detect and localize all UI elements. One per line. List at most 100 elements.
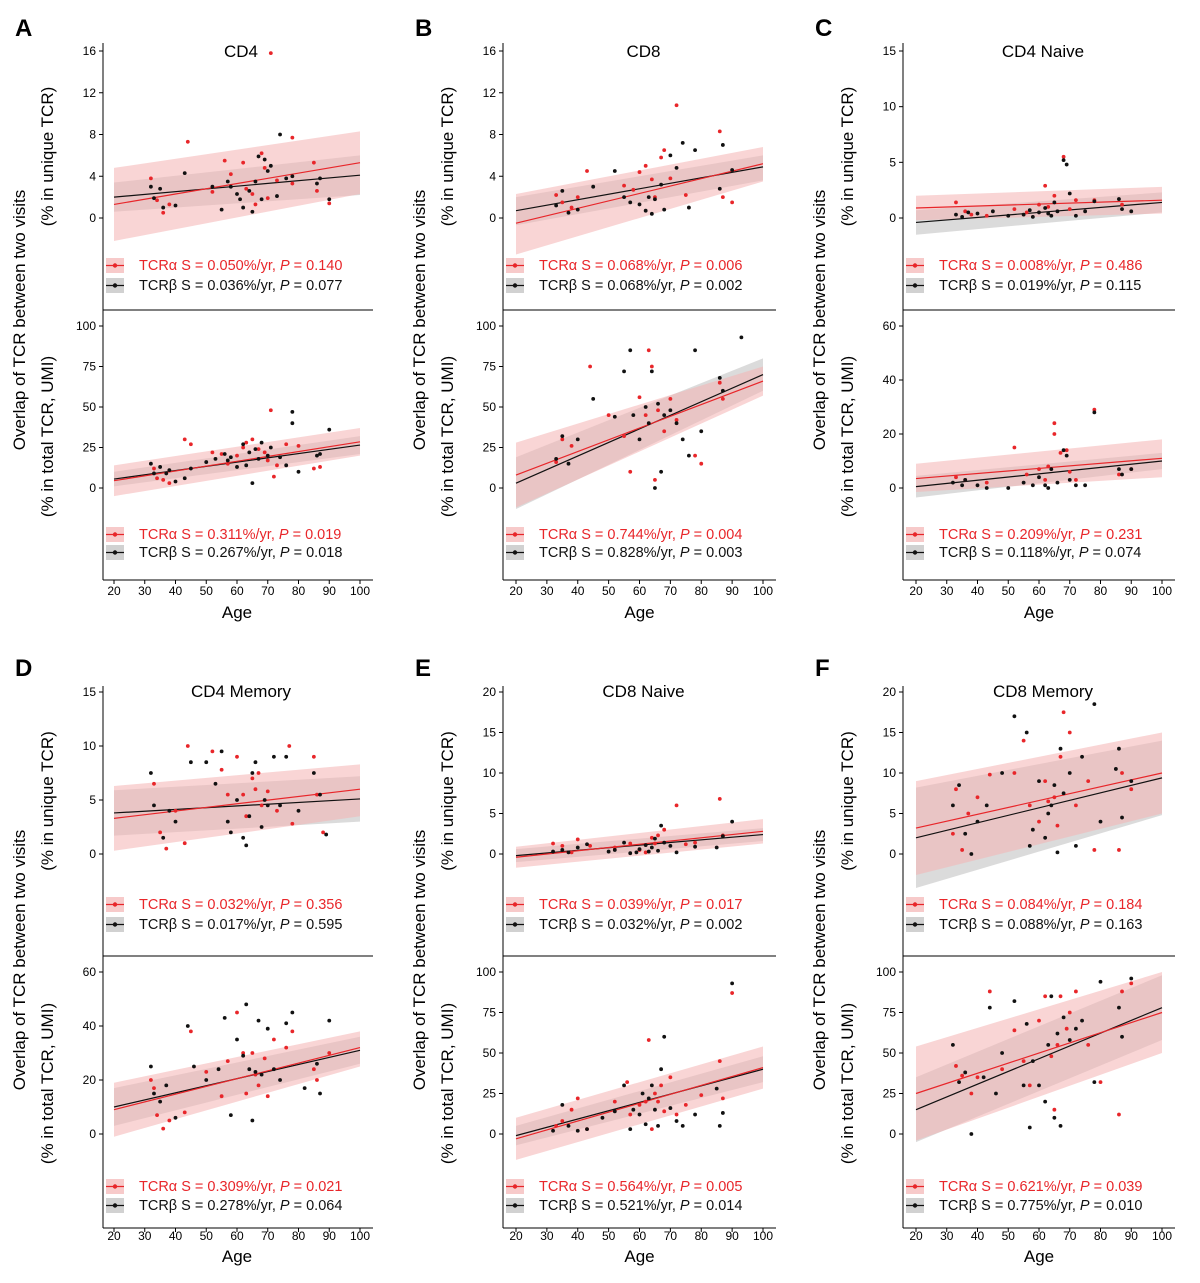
data-point-alpha bbox=[1043, 779, 1048, 783]
legend-p-value: = 0.017 bbox=[690, 897, 743, 913]
data-point-beta bbox=[265, 1026, 270, 1031]
legend-p-label: P bbox=[680, 897, 690, 913]
fit-line-alpha bbox=[515, 163, 764, 224]
data-point-beta bbox=[969, 852, 974, 856]
data-point-beta bbox=[284, 463, 289, 468]
y-tick-label: 100 bbox=[476, 319, 496, 333]
legend-stat: TCRα S = 0.039%/yr, bbox=[539, 897, 680, 913]
data-point-alpha bbox=[167, 481, 172, 486]
data-point-beta bbox=[612, 848, 617, 852]
data-point-beta bbox=[241, 442, 246, 447]
data-point-alpha bbox=[1067, 730, 1072, 735]
x-tick-label: 80 bbox=[292, 1229, 306, 1243]
y-axis-title-total: (% in total TCR, UMI) bbox=[838, 356, 857, 517]
fit-line-alpha bbox=[915, 772, 1163, 829]
data-point-alpha bbox=[554, 1124, 559, 1128]
data-point-beta bbox=[1055, 209, 1060, 214]
data-point-beta bbox=[606, 849, 611, 854]
legend-p-value: = 0.074 bbox=[1089, 545, 1142, 561]
data-point-beta bbox=[1037, 475, 1041, 480]
legend-p-label: P bbox=[680, 278, 690, 294]
ci-band-alpha bbox=[916, 972, 1162, 1141]
data-point-beta bbox=[984, 803, 989, 808]
legend-p-value: = 0.486 bbox=[1090, 258, 1143, 274]
x-tick-label: 20 bbox=[909, 1229, 923, 1243]
data-point-beta bbox=[693, 1112, 697, 1117]
data-point-alpha bbox=[161, 1126, 166, 1131]
legend-stat: TCRα S = 0.050%/yr, bbox=[139, 258, 280, 274]
data-point-alpha bbox=[1067, 1010, 1072, 1015]
data-point-beta bbox=[164, 1083, 169, 1088]
y-tick-label: 25 bbox=[483, 441, 497, 455]
data-point-alpha bbox=[259, 803, 264, 808]
x-tick-label: 50 bbox=[602, 1229, 616, 1243]
data-point-alpha bbox=[321, 830, 325, 835]
data-point-beta bbox=[265, 453, 270, 458]
data-point-alpha bbox=[1092, 407, 1097, 412]
data-point-beta bbox=[622, 840, 626, 845]
data-point-beta bbox=[1120, 815, 1124, 820]
data-point-beta bbox=[963, 1070, 968, 1075]
data-point-beta bbox=[659, 469, 664, 474]
data-point-beta bbox=[241, 1053, 246, 1058]
legend-p-label: P bbox=[680, 258, 690, 274]
ci-band-alpha bbox=[916, 732, 1162, 876]
data-point-beta bbox=[717, 186, 722, 191]
y-tick-label: 16 bbox=[483, 44, 497, 58]
data-point-beta bbox=[290, 409, 295, 414]
data-point-beta bbox=[628, 200, 633, 205]
data-point-alpha bbox=[575, 1096, 580, 1101]
x-tick-label: 30 bbox=[940, 584, 954, 598]
fit-line-alpha bbox=[915, 1011, 1163, 1095]
legend-label-alpha: TCRα S = 0.084%/yr, P = 0.184 bbox=[939, 897, 1142, 913]
data-point-alpha bbox=[152, 1086, 156, 1090]
legend-p-label: P bbox=[1080, 527, 1090, 543]
legend-label-alpha: TCRα S = 0.050%/yr, P = 0.140 bbox=[139, 258, 342, 274]
data-point-beta bbox=[1074, 844, 1078, 848]
data-point-alpha bbox=[720, 195, 725, 200]
legend-p-label: P bbox=[680, 917, 690, 933]
legend-label-beta: TCRβ S = 0.019%/yr, P = 0.115 bbox=[939, 278, 1141, 294]
data-point-beta bbox=[653, 836, 657, 841]
data-point-beta bbox=[167, 468, 172, 473]
legend-stat: TCRα S = 0.068%/yr, bbox=[539, 258, 680, 274]
data-point-beta bbox=[284, 1021, 289, 1026]
data-point-beta bbox=[182, 476, 187, 481]
data-point-alpha bbox=[290, 1029, 295, 1034]
legend-label-alpha: TCRα S = 0.008%/yr, P = 0.486 bbox=[939, 258, 1142, 274]
data-point-beta bbox=[1021, 212, 1026, 217]
legend-key-point bbox=[112, 550, 118, 555]
fit-line-beta bbox=[113, 798, 361, 814]
legend-p-value: = 0.002 bbox=[690, 278, 743, 294]
data-point-alpha bbox=[182, 437, 187, 442]
fit-line-beta bbox=[915, 460, 1163, 488]
data-point-beta bbox=[1098, 819, 1103, 824]
data-point-beta bbox=[1055, 850, 1060, 855]
data-point-beta bbox=[628, 1127, 633, 1132]
y-axis-title: Overlap of TCR between two visits bbox=[810, 190, 829, 450]
y-tick-label: 0 bbox=[89, 481, 96, 495]
data-point-beta bbox=[188, 466, 193, 471]
data-point-beta bbox=[173, 1115, 178, 1120]
data-point-alpha bbox=[250, 776, 255, 781]
fit-line-beta bbox=[515, 833, 764, 857]
x-tick-label: 80 bbox=[1094, 1229, 1108, 1243]
y-tick-label: 8 bbox=[89, 128, 96, 142]
data-point-alpha bbox=[674, 418, 679, 422]
legend-p-label: P bbox=[280, 1179, 290, 1195]
panel-title: CD8 Naive bbox=[602, 682, 684, 701]
data-point-beta bbox=[653, 1107, 657, 1112]
data-point-beta bbox=[1024, 730, 1029, 735]
y-tick-label: 100 bbox=[76, 319, 96, 333]
data-point-alpha bbox=[720, 397, 725, 401]
x-tick-label: 60 bbox=[230, 1229, 244, 1243]
data-point-beta bbox=[1027, 844, 1032, 848]
y-tick-label: 40 bbox=[883, 373, 897, 387]
data-point-alpha bbox=[653, 1091, 657, 1096]
data-point-beta bbox=[966, 210, 971, 215]
data-point-beta bbox=[1012, 999, 1017, 1004]
x-axis-title: Age bbox=[1024, 603, 1054, 622]
data-point-alpha bbox=[244, 186, 249, 191]
data-point-alpha bbox=[560, 200, 565, 205]
